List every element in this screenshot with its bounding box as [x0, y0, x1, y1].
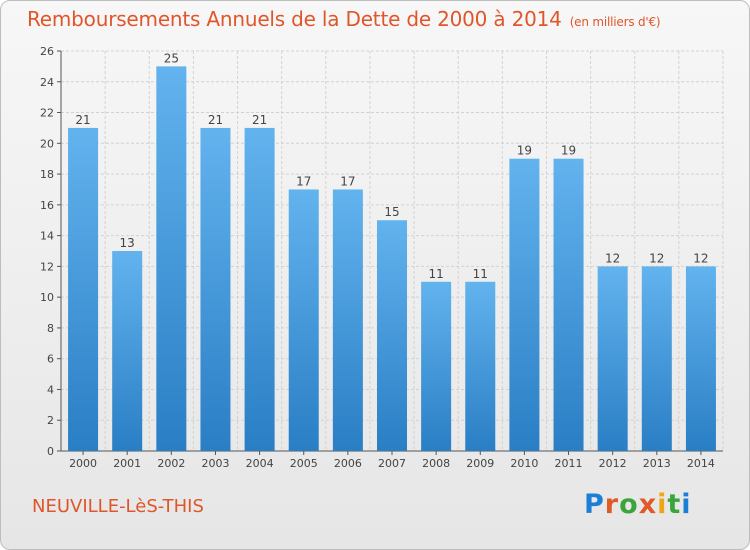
y-tick-label: 20 — [40, 137, 54, 150]
y-tick-label: 12 — [40, 260, 54, 273]
bar-value-label: 12 — [693, 251, 708, 265]
x-tick-label: 2001 — [113, 457, 141, 470]
bar — [376, 220, 408, 451]
y-tick-label: 2 — [47, 414, 54, 427]
bar-value-label: 12 — [605, 251, 620, 265]
place-name: NEUVILLE-LèS-THIS — [32, 496, 204, 517]
bar — [421, 281, 452, 451]
x-tick-label: 2008 — [422, 457, 450, 470]
y-tick-label: 14 — [40, 230, 54, 243]
bar — [200, 127, 231, 451]
bar-value-label: 13 — [120, 236, 135, 250]
y-tick-label: 18 — [40, 168, 54, 181]
x-tick-label: 2003 — [201, 457, 229, 470]
bar-value-label: 11 — [473, 267, 488, 281]
unit-note: (en milliers d'€) — [569, 15, 661, 29]
bar-value-label: 17 — [296, 174, 311, 188]
x-tick-label: 2012 — [599, 457, 627, 470]
x-tick-label: 2006 — [334, 457, 362, 470]
x-tick-label: 2013 — [643, 457, 671, 470]
bar-value-label: 12 — [649, 251, 664, 265]
bar-value-label: 19 — [517, 144, 532, 158]
bar — [465, 281, 496, 451]
bar-value-label: 11 — [428, 267, 443, 281]
chart-title-text: Remboursements Annuels de la Dette de 20… — [27, 7, 562, 31]
x-tick-label: 2005 — [290, 457, 318, 470]
y-tick-label: 6 — [47, 353, 54, 366]
y-tick-label: 26 — [40, 45, 54, 58]
x-tick-label: 2000 — [69, 457, 97, 470]
y-tick-label: 8 — [47, 322, 54, 335]
bar — [288, 189, 319, 451]
bar — [641, 266, 672, 451]
bar-value-label: 25 — [164, 51, 179, 65]
bar — [156, 66, 187, 451]
bar-value-label: 19 — [561, 144, 576, 158]
x-tick-label: 2014 — [687, 457, 715, 470]
x-tick-label: 2010 — [510, 457, 538, 470]
x-tick-label: 2011 — [555, 457, 583, 470]
bar-value-label: 15 — [384, 205, 399, 219]
x-tick-label: 2002 — [157, 457, 185, 470]
bar — [553, 158, 584, 451]
bar — [244, 127, 275, 451]
bar-value-label: 17 — [340, 174, 355, 188]
y-tick-label: 24 — [40, 76, 54, 89]
y-tick-label: 16 — [40, 199, 54, 212]
x-tick-label: 2004 — [246, 457, 274, 470]
y-tick-label: 22 — [40, 107, 54, 120]
bar-value-label: 21 — [75, 113, 90, 127]
proxiti-logo: Proxiti — [584, 489, 692, 520]
y-tick-label: 10 — [40, 291, 54, 304]
bar-value-label: 21 — [208, 113, 223, 127]
bar — [509, 158, 540, 451]
x-tick-label: 2007 — [378, 457, 406, 470]
bar — [597, 266, 628, 451]
bar — [68, 127, 99, 451]
bar-value-label: 21 — [252, 113, 267, 127]
y-tick-label: 0 — [47, 445, 54, 458]
bar — [332, 189, 363, 451]
x-tick-label: 2009 — [466, 457, 494, 470]
bar — [112, 251, 143, 451]
y-tick-label: 4 — [47, 383, 54, 396]
bar — [685, 266, 716, 451]
chart-title: Remboursements Annuels de la Dette de 20… — [27, 7, 661, 31]
